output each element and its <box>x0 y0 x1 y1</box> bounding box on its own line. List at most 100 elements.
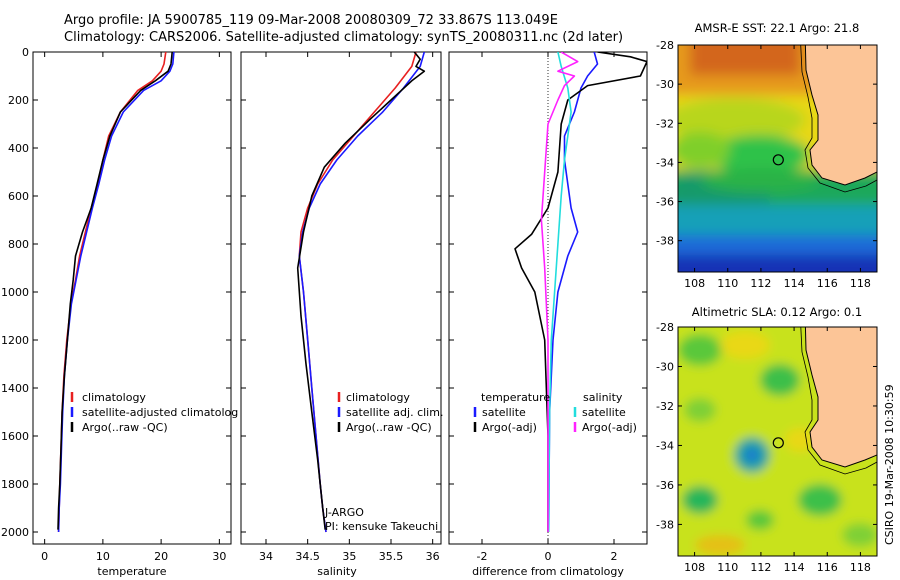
x-tick-label: 118 <box>850 561 871 574</box>
x-tick-label: 108 <box>684 277 705 290</box>
argo-float-marker <box>772 437 784 449</box>
salinity-axes <box>240 51 442 545</box>
y-tick-label: -30 <box>656 78 674 91</box>
x-tick-label: 34 <box>259 550 273 563</box>
x-tick-label: 112 <box>750 277 771 290</box>
sst-map-ticks: 108 110 112 114 116 118 -28 -30 -32 -34 -36 -38 <box>656 39 877 290</box>
y-tick-label: 1200 <box>1 334 29 347</box>
y-tick-label: 400 <box>8 142 29 155</box>
x-tick-label: 0 <box>41 550 48 563</box>
salinity-panel: 34 34.5 35 35.5 36 salinity climatology sate… <box>240 51 443 578</box>
series-line-argo-raw-qc- <box>296 52 426 530</box>
y-tick-label: 200 <box>8 94 29 107</box>
temperature-xlabel: temperature <box>97 565 166 578</box>
x-tick-label: 35.5 <box>379 550 404 563</box>
legend-climatology: climatology <box>82 391 146 404</box>
y-tick-label: -28 <box>656 39 674 52</box>
legend-temp-argo: Argo(-adj) <box>482 421 537 434</box>
y-tick-label: -32 <box>656 117 674 130</box>
legend-climatology: climatology <box>346 391 410 404</box>
y-tick-label: -38 <box>656 235 674 248</box>
salinity-legend: climatology satellite adj. clim. Argo(..… <box>337 391 443 434</box>
difference-legend: temperature salinity satellite Argo(-adj… <box>473 391 637 434</box>
salinity-xlabel: salinity <box>317 565 357 578</box>
y-tick-label: -30 <box>656 360 674 373</box>
legend-argo: Argo(..raw -QC) <box>346 421 432 434</box>
x-tick-label: 116 <box>817 277 838 290</box>
series-line-argo-raw-qc- <box>57 52 173 530</box>
series-line-argo-adj- <box>540 52 579 532</box>
y-tick-label: 1600 <box>1 430 29 443</box>
series-line-satellite <box>547 52 599 533</box>
y-tick-label: -36 <box>656 196 674 209</box>
sla-field <box>678 327 877 556</box>
legend-title-salinity: salinity <box>583 391 623 404</box>
x-tick-label: 30 <box>212 550 226 563</box>
x-tick-label: 34.5 <box>295 550 320 563</box>
sst-map-panel: AMSR-E SST: 22.1 Argo: 21.8 108 110 112 114 <box>656 21 878 290</box>
x-tick-label: 108 <box>684 561 705 574</box>
x-tick-label: 35 <box>342 550 356 563</box>
sla-map-axes <box>677 326 878 557</box>
x-tick-label: 0 <box>545 550 552 563</box>
x-tick-label: 112 <box>750 561 771 574</box>
salinity-lines <box>296 52 426 533</box>
header-line-2: Climatology: CARS2006. Satellite-adjuste… <box>64 30 623 45</box>
sst-field <box>678 45 877 272</box>
temperature-panel: 0 10 20 30 0 200 400 600 800 1000 1200 1400 1600 1800… <box>1 46 238 578</box>
series-line-satellite <box>547 52 572 533</box>
y-tick-label: 800 <box>8 238 29 251</box>
temperature-legend: climatology satellite-adjusted climatolo… <box>70 391 238 434</box>
sla-map-title: Altimetric SLA: 0.12 Argo: 0.1 <box>692 305 862 319</box>
difference-panel: -2 0 2 difference from climatology tempera… <box>448 51 648 578</box>
sst-map-title: AMSR-E SST: 22.1 Argo: 21.8 <box>695 21 860 35</box>
y-tick-label: 1400 <box>1 382 29 395</box>
sla-map-ticks: 108 110 112 114 116 118 -28 -30 -32 -34 -36 -38 <box>656 321 877 574</box>
annotation-pi: PI: kensuke Takeuchi <box>325 520 438 533</box>
annotation-j-argo: J-ARGO <box>324 506 364 519</box>
x-tick-label: 116 <box>817 561 838 574</box>
legend-temp-satellite: satellite <box>482 406 526 419</box>
y-tick-label: 600 <box>8 190 29 203</box>
header-line-1: Argo profile: JA 5900785_119 09-Mar-2008… <box>64 13 558 28</box>
sla-map-panel: Altimetric SLA: 0.12 Argo: 0.1 <box>656 305 878 574</box>
difference-xlabel: difference from climatology <box>472 565 624 578</box>
temperature-lines <box>57 52 175 533</box>
y-tick-label: 0 <box>22 46 29 59</box>
x-tick-label: 36 <box>426 550 440 563</box>
y-tick-label: -38 <box>656 518 674 531</box>
y-tick-label: 1800 <box>1 478 29 491</box>
legend-sal-argo: Argo(-adj) <box>582 421 637 434</box>
land-australia <box>804 327 877 468</box>
series-line-satellite-adjusted-climatology <box>57 52 175 533</box>
y-tick-label: 2000 <box>1 526 29 539</box>
land-australia <box>804 45 877 186</box>
temperature-ticks: 0 10 20 30 0 200 400 600 800 1000 1200 1400 1600 1800… <box>1 46 231 563</box>
coast-contour <box>800 327 877 475</box>
legend-argo: Argo(..raw -QC) <box>82 421 168 434</box>
series-line-argo-adj- <box>514 52 647 532</box>
side-stamp: CSIRO 19-Mar-2008 10:30:59 <box>883 384 896 545</box>
y-tick-label: -32 <box>656 400 674 413</box>
y-tick-label: -34 <box>656 439 674 452</box>
series-line-climatology <box>57 52 167 533</box>
x-tick-label: 110 <box>717 561 738 574</box>
x-tick-label: 118 <box>850 277 871 290</box>
x-tick-label: 10 <box>96 550 110 563</box>
x-tick-label: 2 <box>611 550 618 563</box>
y-tick-label: -28 <box>656 321 674 334</box>
argo-float-marker <box>772 154 784 166</box>
legend-satellite: satellite adj. clim. <box>346 406 443 419</box>
coast-contour <box>800 45 877 193</box>
y-tick-label: -34 <box>656 156 674 169</box>
x-tick-label: 20 <box>154 550 168 563</box>
x-tick-label: 114 <box>784 277 805 290</box>
x-tick-label: -2 <box>477 550 488 563</box>
legend-sal-satellite: satellite <box>582 406 626 419</box>
temperature-axes <box>32 51 232 545</box>
sst-map-axes <box>677 44 878 273</box>
y-tick-label: 1000 <box>1 286 29 299</box>
x-tick-label: 110 <box>717 277 738 290</box>
legend-satellite: satellite-adjusted climatolog <box>82 406 238 419</box>
